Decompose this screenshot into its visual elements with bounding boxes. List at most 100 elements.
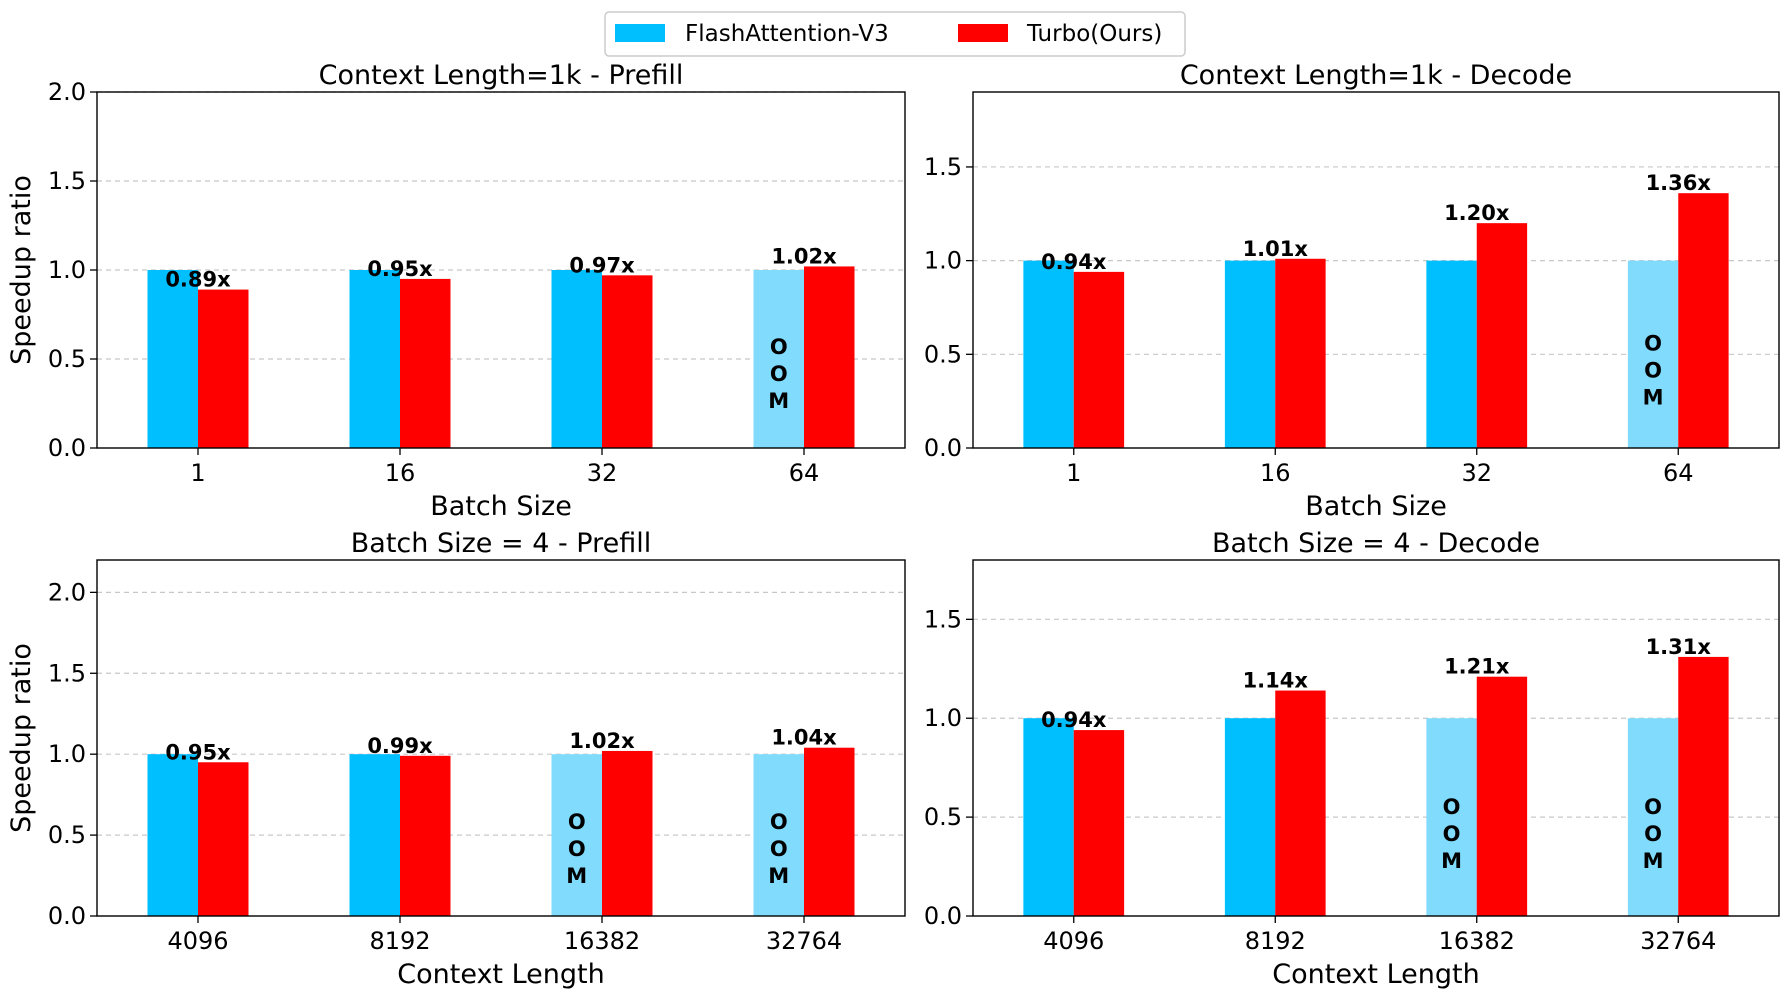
bar-flashattention [349,754,400,916]
data-label: 1.02x [569,729,635,753]
x-tick-label: 8192 [369,927,430,955]
chart-panel: 0.00.51.01.52.00.95x40960.99x8192OOM1.02… [6,528,906,990]
data-label: 1.04x [771,726,837,750]
x-axis-label: Context Length [397,959,604,990]
bar-flashattention [1023,260,1074,448]
data-label: 0.94x [1041,250,1107,274]
y-tick-label: 1.5 [48,659,86,687]
chart-title: Batch Size = 4 - Prefill [351,528,651,559]
bar-flashattention [551,270,602,448]
plot-frame [972,91,1780,449]
data-label: 0.95x [367,257,433,281]
bar-turbo [198,762,249,916]
data-label: 1.01x [1243,237,1309,261]
x-axis-label: Batch Size [1305,491,1447,522]
y-tick-label: 2.0 [48,578,86,606]
bar-turbo [602,750,653,916]
legend-swatch-flashattention [615,24,665,42]
bar-turbo [804,266,855,448]
data-label: 0.99x [367,734,433,758]
x-tick-label: 1 [1066,459,1081,487]
x-tick-label: 1 [190,459,205,487]
chart-title: Context Length=1k - Decode [1180,60,1572,91]
y-tick-label: 1.5 [924,605,962,633]
chart-panel: 0.00.51.01.50.94x40961.14x8192OOM1.21x16… [924,528,1780,990]
oom-label: O [568,810,586,834]
y-axis-label: Speedup ratio [6,643,37,833]
x-tick-label: 32 [587,459,618,487]
plot-frame [96,91,906,449]
chart-title: Context Length=1k - Prefill [319,60,684,91]
data-label: 0.95x [165,740,231,764]
y-tick-label: 0.5 [924,340,962,368]
legend-swatch-turbo [958,24,1008,42]
chart-title: Batch Size = 4 - Decode [1212,528,1540,559]
x-tick-label: 16382 [564,927,640,955]
chart-panel: 0.00.51.01.50.94x11.01x161.20x32OOM1.36x… [924,60,1780,522]
x-axis-label: Batch Size [430,491,572,522]
data-label: 1.31x [1646,635,1712,659]
bar-flashattention-oom [1627,260,1679,448]
data-label: 1.02x [771,244,837,268]
oom-label: M [1441,849,1462,873]
y-tick-label: 1.0 [48,256,86,284]
data-label: 0.94x [1041,708,1107,732]
data-label: 1.36x [1646,171,1712,195]
data-label: 0.97x [569,253,635,277]
data-label: 0.89x [165,268,231,292]
oom-label: O [1644,331,1662,355]
y-tick-label: 2.0 [48,78,86,106]
bar-turbo [400,278,451,448]
x-tick-label: 16 [1260,459,1291,487]
legend: FlashAttention-V3 Turbo(Ours) [604,11,1186,57]
oom-label: M [768,864,789,888]
oom-label: M [1643,385,1664,409]
bar-turbo [602,275,653,448]
bar-flashattention [1224,718,1276,916]
oom-label: O [1443,822,1461,846]
x-tick-label: 8192 [1245,927,1306,955]
bar-turbo [1476,223,1528,448]
chart-panels: 0.00.51.01.52.00.89x10.95x160.97x32OOM1.… [6,60,1780,990]
oom-label: O [1644,822,1662,846]
legend-frame [604,11,1186,57]
oom-label: O [770,837,788,861]
oom-label: O [770,362,788,386]
y-tick-label: 0.0 [48,902,86,930]
y-tick-label: 0.0 [924,434,962,462]
bar-flashattention-oom [753,754,804,916]
oom-label: O [770,335,788,359]
plot-frame [96,559,906,917]
x-axis-label: Context Length [1272,959,1479,990]
y-tick-label: 1.0 [48,740,86,768]
bar-turbo [1073,730,1125,916]
y-tick-label: 0.5 [48,345,86,373]
bar-turbo [1476,676,1528,916]
data-label: 1.20x [1444,201,1510,225]
bar-flashattention [349,270,400,448]
oom-label: O [1443,795,1461,819]
oom-label: M [768,389,789,413]
bar-flashattention-oom [1426,718,1477,916]
bar-turbo [1678,193,1729,448]
bar-flashattention-oom [1627,718,1679,916]
bar-flashattention [1224,260,1276,448]
oom-label: M [566,864,587,888]
x-tick-label: 32 [1461,459,1492,487]
oom-label: O [1644,358,1662,382]
bar-flashattention [147,270,198,448]
oom-label: O [568,837,586,861]
y-tick-label: 1.0 [924,247,962,275]
y-tick-label: 1.0 [924,704,962,732]
oom-label: M [1643,849,1664,873]
legend-label-turbo: Turbo(Ours) [1026,21,1162,47]
bar-turbo [1678,656,1729,916]
legend-label-flashattention: FlashAttention-V3 [685,21,889,47]
oom-label: O [1644,795,1662,819]
bar-flashattention-oom [753,270,804,448]
bar-flashattention [147,754,198,916]
x-tick-label: 16382 [1439,927,1515,955]
bar-turbo [1275,258,1326,448]
bar-turbo [198,289,249,448]
